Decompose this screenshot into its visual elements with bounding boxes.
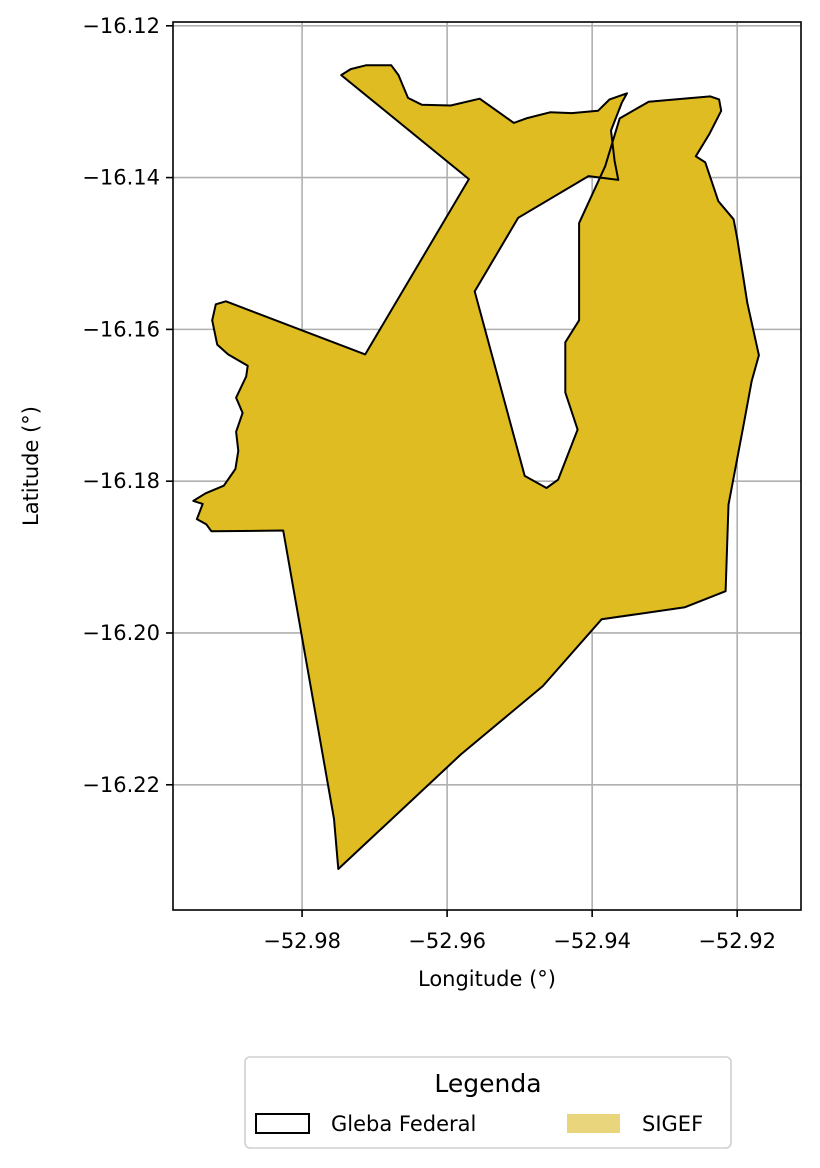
x-tick-label: −52.92 — [698, 929, 776, 953]
y-tick-label: −16.22 — [82, 773, 160, 797]
plot-frame — [172, 21, 802, 911]
y-axis-label: Latitude (°) — [19, 406, 43, 526]
x-tick-label: −52.98 — [263, 929, 341, 953]
y-axis-ticks: −16.12 −16.14 −16.16 −16.18 −16.20 −16.22 — [82, 14, 173, 797]
y-tick-label: −16.20 — [82, 621, 160, 645]
y-tick-label: −16.18 — [82, 469, 160, 493]
legend-title: Legenda — [434, 1069, 541, 1098]
x-tick-label: −52.96 — [408, 929, 486, 953]
y-tick-label: −16.12 — [82, 14, 160, 38]
y-tick-label: −16.14 — [82, 166, 160, 190]
x-axis-ticks: −52.98 −52.96 −52.94 −52.92 — [263, 910, 776, 953]
legend-label-gleba-federal: Gleba Federal — [331, 1112, 476, 1136]
x-axis-label: Longitude (°) — [418, 967, 556, 991]
legend-swatch-sigef — [567, 1114, 620, 1133]
legend-swatch-gleba-federal — [255, 1113, 310, 1134]
gleba-federal-parcel — [192, 64, 760, 870]
legend-label-sigef: SIGEF — [642, 1112, 703, 1136]
y-tick-label: −16.16 — [82, 317, 160, 341]
legend: Legenda Gleba Federal SIGEF — [244, 1056, 732, 1149]
x-tick-label: −52.94 — [553, 929, 631, 953]
map-layer-gleba-federal — [192, 64, 760, 870]
